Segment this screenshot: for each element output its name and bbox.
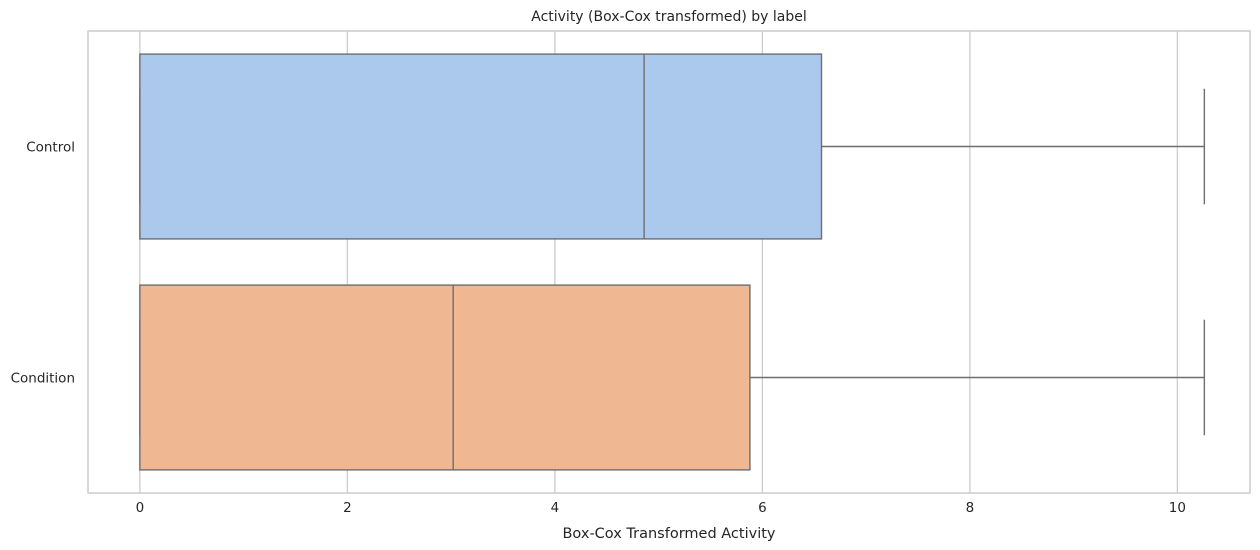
tick-layer: 0 2 4 6 8 10 (136, 500, 1186, 516)
iqr-box (139, 53, 823, 240)
x-tick-label: 4 (551, 500, 560, 516)
category-layer: Control Condition (11, 140, 75, 387)
plot-frame (87, 30, 1251, 494)
x-tick-label: 10 (1169, 500, 1186, 516)
category-label: Condition (11, 371, 75, 387)
x-tick-label: 0 (136, 500, 145, 516)
category-label: Control (26, 140, 75, 156)
iqr-box (139, 284, 751, 471)
box-layer (139, 53, 1206, 471)
x-tick-label: 6 (758, 500, 767, 516)
x-axis-label: Box-Cox Transformed Activity (562, 526, 775, 542)
box-group-control (139, 53, 1206, 240)
x-tick-label: 8 (966, 500, 975, 516)
x-tick-label: 2 (343, 500, 352, 516)
box-group-condition (139, 284, 1206, 471)
chart-title: Activity (Box-Cox transformed) by label (531, 9, 807, 25)
